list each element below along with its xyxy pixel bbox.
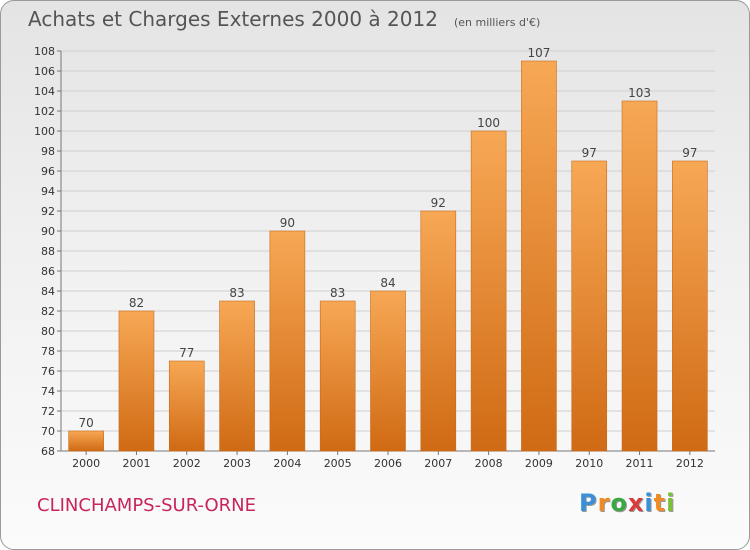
data-label: 77 (179, 346, 194, 360)
chart-title: Achats et Charges Externes 2000 à 2012 (28, 7, 438, 31)
y-tick-label: 88 (41, 245, 55, 258)
logo-letter: P (579, 489, 598, 517)
data-label: 70 (79, 416, 94, 430)
y-tick-label: 106 (34, 65, 55, 78)
x-tick-label: 2005 (324, 457, 352, 470)
chart-unit: (en milliers d'€) (453, 16, 541, 29)
y-tick-label: 68 (41, 445, 55, 458)
x-tick-label: 2002 (173, 457, 201, 470)
bar (370, 290, 406, 452)
x-tick-label: 2004 (273, 457, 301, 470)
x-tick-label: 2003 (223, 457, 251, 470)
y-tick-label: 74 (41, 385, 55, 398)
y-tick-label: 90 (41, 225, 55, 238)
y-tick-label: 86 (41, 265, 55, 278)
x-tick-label: 2008 (475, 457, 503, 470)
chart-header: Achats et Charges Externes 2000 à 2012 (… (28, 7, 540, 31)
y-tick-label: 100 (34, 125, 55, 138)
labels: 2000 70 2001 82 2002 77 2003 83 2004 90 2005 83 2006… (72, 46, 704, 470)
y-tick-label: 94 (41, 185, 55, 198)
bar (521, 60, 557, 452)
logo-letter: x (627, 489, 645, 517)
bar (571, 160, 608, 452)
data-label: 100 (477, 116, 500, 130)
data-label: 92 (431, 196, 446, 210)
bar (68, 430, 104, 452)
bar (168, 360, 205, 452)
data-label: 97 (682, 146, 697, 160)
x-tick-label: 2001 (122, 457, 150, 470)
logo-letter: o (610, 489, 628, 517)
data-label: 83 (229, 286, 244, 300)
bar (118, 310, 155, 452)
logo-letter: t (653, 489, 667, 517)
place-name: CLINCHAMPS-SUR-ORNE (37, 495, 256, 516)
y-tick-label: 98 (41, 145, 55, 158)
y-tick-label: 104 (34, 85, 55, 98)
y-tick-label: 70 (41, 425, 55, 438)
y-tick-label: 80 (41, 325, 55, 338)
bar (420, 210, 457, 452)
y-tick-label: 78 (41, 345, 55, 358)
y-tick-label: 92 (41, 205, 55, 218)
data-label: 103 (628, 86, 651, 100)
x-tick-label: 2007 (424, 457, 452, 470)
x-tick-label: 2011 (626, 457, 654, 470)
data-label: 107 (527, 46, 550, 60)
x-tick-label: 2009 (525, 457, 553, 470)
bar (621, 100, 658, 452)
logo-letter: i (666, 489, 676, 517)
bar (269, 230, 306, 452)
bars (68, 60, 708, 452)
y-tick-label: 76 (41, 365, 55, 378)
logo-letter: r (597, 489, 611, 517)
logo-letter: i (644, 489, 654, 517)
x-tick-label: 2010 (575, 457, 603, 470)
x-tick-label: 2000 (72, 457, 100, 470)
y-tick-label: 102 (34, 105, 55, 118)
bar (219, 300, 255, 452)
y-tick-label: 96 (41, 165, 55, 178)
y-tick-label: 108 (34, 45, 55, 58)
data-label: 82 (129, 296, 144, 310)
x-tick-label: 2012 (676, 457, 704, 470)
bar (470, 130, 507, 452)
y-tick-label: 72 (41, 405, 55, 418)
data-label: 97 (582, 146, 597, 160)
data-label: 83 (330, 286, 345, 300)
proxiti-logo: Proxiti (579, 489, 675, 517)
data-label: 84 (380, 276, 395, 290)
bar (319, 300, 356, 452)
data-label: 90 (280, 216, 295, 230)
bar (672, 160, 708, 452)
y-tick-label: 82 (41, 305, 55, 318)
x-tick-label: 2006 (374, 457, 402, 470)
y-tick-label: 84 (41, 285, 55, 298)
